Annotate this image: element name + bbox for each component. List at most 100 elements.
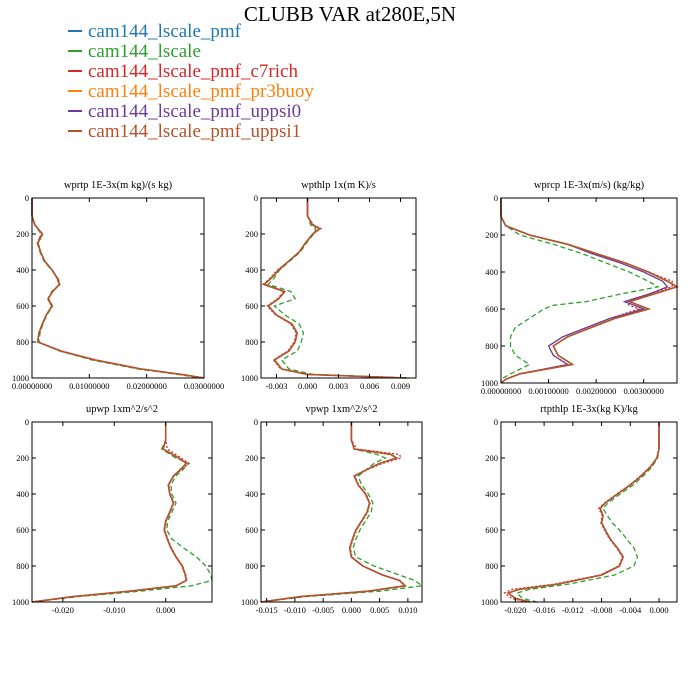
series-line: [31, 198, 205, 379]
legend-label: cam144_lscale_pmf: [88, 21, 242, 42]
x-tick-label: 0.010: [398, 605, 417, 615]
y-tick-label: 400: [245, 265, 258, 275]
series-line: [503, 422, 660, 603]
y-tick-label: 800: [16, 337, 29, 347]
panel-title: wprtp 1E-3x(m kg)/(s kg): [64, 180, 173, 191]
series-line: [31, 198, 205, 379]
x-tick-label: -0.010: [103, 605, 125, 615]
x-tick-label: 0.005: [370, 605, 389, 615]
x-tick-label: -0.008: [591, 605, 613, 615]
y-tick-label: 0: [494, 193, 498, 203]
legend-item: cam144_lscale_pmf_uppsi1: [68, 122, 314, 142]
x-tick-label: 0.00300000: [624, 386, 664, 396]
legend: cam144_lscale_pmf cam144_lscale cam144_l…: [68, 22, 314, 142]
chart-panel: upwp 1xm^2/s^2 0 200 400 600 800 1000 -0.020 -0.…: [12, 404, 213, 615]
x-tick-label: 0.006: [360, 381, 379, 391]
series-line: [31, 198, 205, 379]
x-tick-label: 0.003: [329, 381, 348, 391]
y-tick-label: 0: [25, 193, 29, 203]
series-line: [506, 422, 660, 603]
y-tick-label: 800: [16, 561, 29, 571]
x-tick-label: -0.012: [562, 605, 584, 615]
plot-frame: [500, 197, 678, 384]
y-tick-label: 1000: [481, 378, 498, 388]
series-line: [260, 422, 407, 603]
y-tick-label: 400: [16, 489, 29, 499]
y-tick-label: 600: [16, 525, 29, 535]
y-tick-label: 1000: [241, 373, 258, 383]
series-line: [515, 422, 660, 603]
legend-label: cam144_lscale_pmf_uppsi0: [88, 101, 302, 122]
legend-item: cam144_lscale_pmf: [68, 22, 314, 42]
plot-frame: [31, 421, 213, 603]
chart-panel: wpthlp 1x(m K)/s 0 200 400 600 800 1000 -0.003 0…: [241, 180, 417, 391]
y-tick-label: 0: [254, 193, 258, 203]
y-tick-label: 1000: [481, 597, 498, 607]
x-tick-label: 0.02000000: [126, 381, 166, 391]
x-tick-label: 0.000: [156, 605, 175, 615]
series-line: [506, 422, 660, 603]
legend-swatch: [68, 129, 82, 132]
y-tick-label: 200: [245, 453, 258, 463]
y-tick-label: 400: [485, 267, 498, 277]
x-tick-label: -0.004: [619, 605, 642, 615]
x-tick-label: 0.00000000: [481, 386, 521, 396]
x-tick-label: 0.000: [649, 605, 668, 615]
series-line: [500, 198, 679, 384]
x-tick-label: 0.000: [298, 381, 317, 391]
legend-swatch: [68, 109, 82, 112]
x-tick-label: 0.000: [342, 605, 361, 615]
series-line: [500, 198, 669, 384]
plot-frame: [31, 197, 205, 379]
figure-title: CLUBB VAR at280E,5N: [243, 2, 457, 26]
y-tick-label: 0: [25, 417, 29, 427]
series-line: [500, 198, 679, 384]
series-line: [261, 198, 406, 379]
x-tick-label: 0.01000000: [69, 381, 109, 391]
x-tick-label: -0.003: [266, 381, 288, 391]
y-tick-label: 800: [485, 561, 498, 571]
panel-title: wprcp 1E-3x(m/s) (kg/kg): [534, 180, 645, 191]
series-line: [500, 198, 673, 384]
x-tick-label: 0.009: [391, 381, 410, 391]
x-tick-label: -0.020: [52, 605, 74, 615]
legend-item: cam144_lscale_pmf_pr3buoy: [68, 82, 314, 102]
legend-item: cam144_lscale_pmf_c7rich: [68, 62, 314, 82]
panel-title: wpthlp 1x(m K)/s: [301, 180, 376, 191]
panel-title: rtpthlp 1E-3x(kg K)/kg: [540, 404, 638, 415]
y-tick-label: 600: [485, 525, 498, 535]
y-tick-label: 800: [485, 341, 498, 351]
plot-frame: [260, 421, 423, 603]
legend-item: cam144_lscale: [68, 42, 314, 62]
y-tick-label: 600: [245, 301, 258, 311]
series-line: [506, 422, 660, 603]
series-line: [262, 198, 406, 379]
series-line: [31, 198, 205, 379]
series-line: [260, 422, 424, 603]
chart-panel: wprtp 1E-3x(m kg)/(s kg) 0 200 400 600 800 100…: [12, 180, 224, 391]
legend-label: cam144_lscale: [88, 41, 201, 62]
series-line: [31, 198, 205, 379]
series-line: [500, 198, 679, 384]
series-line: [31, 422, 190, 603]
x-tick-label: -0.005: [312, 605, 334, 615]
chart-panel: rtpthlp 1E-3x(kg K)/kg02004006008001000-…: [481, 404, 678, 615]
y-tick-label: 200: [485, 230, 498, 240]
series-line: [31, 422, 213, 603]
x-tick-label: -0.016: [533, 605, 555, 615]
legend-label: cam144_lscale_pmf_uppsi1: [88, 121, 302, 142]
series-line: [267, 198, 409, 379]
chart-panel: wprcp 1E-3x(m/s) (kg/kg) 0 200 400 600 800 100…: [481, 180, 679, 396]
chart-panel: vpwp 1xm^2/s^2 0 200 400 600 800 1000-0.015 -0.…: [241, 404, 424, 615]
y-tick-label: 0: [494, 417, 498, 427]
y-tick-label: 400: [16, 265, 29, 275]
legend-label: cam144_lscale_pmf_c7rich: [88, 61, 298, 82]
series-line: [262, 198, 406, 379]
y-tick-label: 800: [245, 337, 258, 347]
y-tick-label: 600: [485, 304, 498, 314]
x-tick-label: -0.010: [284, 605, 306, 615]
y-tick-label: 200: [245, 229, 258, 239]
x-tick-label: 0.00200000: [576, 386, 616, 396]
x-tick-label: 0.03000000: [184, 381, 224, 391]
